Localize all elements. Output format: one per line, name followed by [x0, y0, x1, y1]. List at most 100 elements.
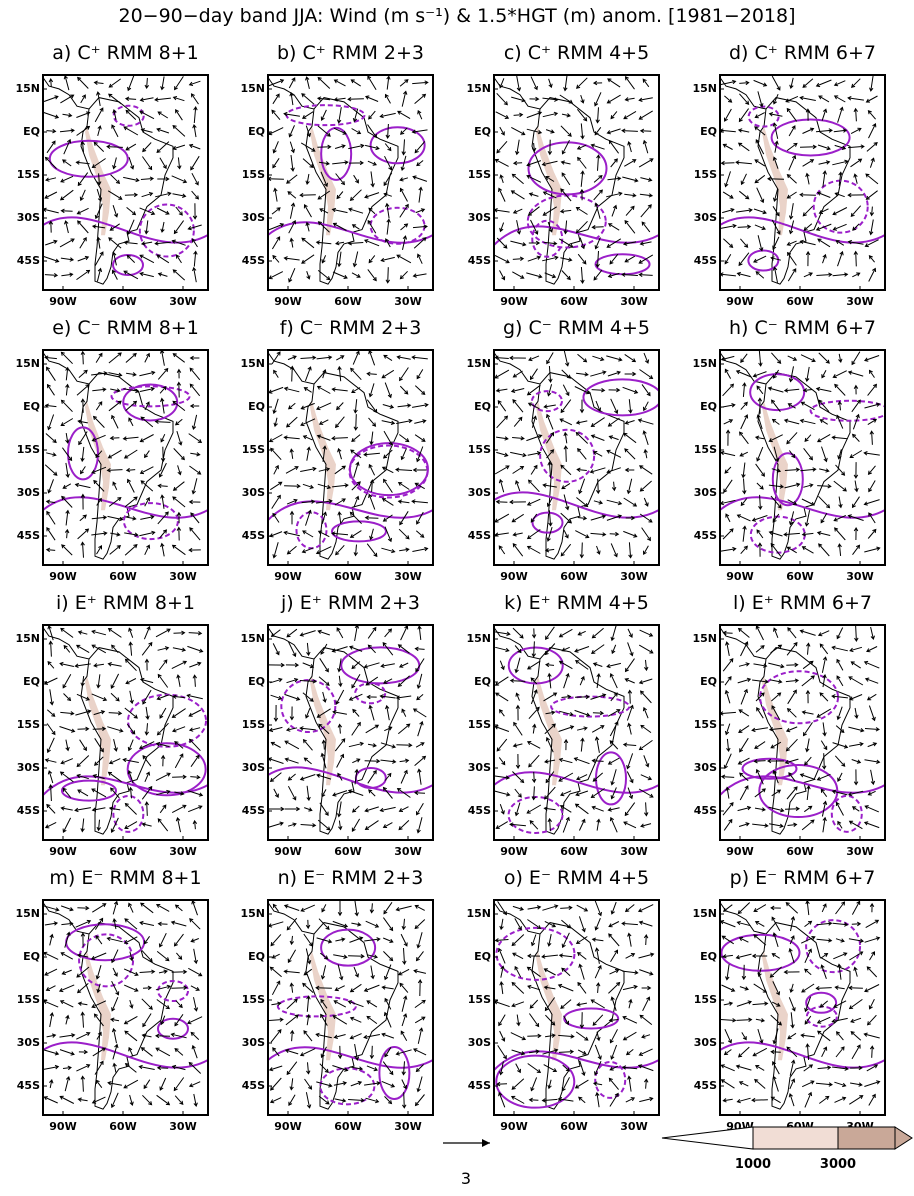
wind-vector: [192, 203, 198, 220]
wind-vector: [720, 79, 737, 86]
wind-vector: [577, 353, 588, 363]
wind-vector: [623, 110, 637, 120]
wind-vector: [399, 385, 409, 395]
wind-vector: [643, 545, 649, 556]
wind-vector: [576, 144, 587, 150]
wind-vector: [306, 446, 311, 461]
wind-vector: [560, 999, 572, 1010]
wind-vector: [108, 400, 122, 412]
wind-vector: [48, 784, 53, 802]
height-contour: [741, 757, 798, 780]
wind-vector: [60, 418, 74, 426]
wind-vector: [818, 352, 830, 364]
wind-vector: [528, 1013, 540, 1028]
wind-vector: [773, 446, 780, 463]
wind-vector: [142, 1013, 152, 1028]
wind-vector: [382, 1061, 394, 1076]
wind-vector: [594, 918, 601, 931]
wind-vector: [576, 1002, 587, 1007]
lon-tick-label: 90W: [49, 295, 76, 308]
wind-vector: [854, 707, 859, 719]
wind-vector: [305, 948, 312, 965]
wind-vector: [558, 725, 575, 732]
wind-vector: [838, 496, 843, 509]
wind-vector: [111, 980, 120, 996]
height-contour: [268, 766, 433, 794]
wind-vector: [139, 434, 154, 443]
wind-vector: [124, 821, 138, 829]
wind-vector: [268, 1065, 283, 1072]
wind-vector: [818, 160, 831, 165]
lon-tick-label: 30W: [394, 1120, 421, 1133]
wind-vector: [543, 1064, 558, 1072]
wind-vector: [334, 1098, 347, 1103]
wind-vector: [819, 419, 828, 425]
wind-vector: [738, 662, 750, 667]
wind-vector: [560, 188, 572, 202]
lon-tick-label: 90W: [49, 845, 76, 858]
wind-vector: [299, 679, 317, 684]
wind-vector: [591, 937, 604, 942]
wind-vector: [753, 663, 768, 668]
wind-vector: [851, 433, 860, 442]
wind-vector: [751, 1097, 768, 1103]
wind-vector: [590, 999, 605, 1009]
wind-vector: [379, 694, 396, 699]
wind-vector: [821, 656, 828, 673]
wind-vector: [157, 511, 169, 525]
wind-vector: [175, 1000, 183, 1009]
wind-vector: [590, 532, 607, 537]
wind-vector: [580, 123, 585, 140]
wind-vector: [527, 1063, 542, 1074]
wind-vector: [336, 107, 342, 124]
wind-vector: [834, 383, 846, 396]
wind-vector: [832, 922, 849, 927]
wind-vector: [188, 80, 201, 86]
wind-vector: [563, 220, 568, 235]
wind-vector: [624, 193, 637, 198]
wind-vector: [187, 790, 204, 797]
wind-vector: [349, 530, 362, 538]
wind-vector: [740, 688, 748, 705]
wind-vector: [725, 429, 731, 446]
lat-tick-label: 45S: [694, 1079, 717, 1092]
wind-vector: [499, 78, 505, 89]
wind-vector: [286, 545, 297, 555]
wind-vector: [110, 1017, 120, 1022]
wind-vector: [595, 107, 600, 124]
wind-vector: [836, 658, 844, 671]
wind-vector: [837, 543, 842, 556]
wind-vector: [560, 125, 572, 137]
wind-vector: [591, 805, 604, 812]
wind-vector: [140, 1047, 153, 1057]
wind-vector: [289, 935, 294, 946]
wind-vector: [545, 431, 555, 444]
wind-vector: [157, 483, 168, 489]
wind-vector: [332, 483, 349, 488]
wind-vector: [305, 76, 310, 90]
wind-vector: [365, 676, 379, 686]
wind-vector: [754, 159, 766, 167]
panel-frame: [493, 899, 660, 1116]
wind-vector: [306, 785, 311, 802]
wind-vector: [640, 724, 652, 734]
wind-vector: [578, 478, 586, 495]
wind-vector: [63, 138, 72, 155]
wind-vector: [111, 1027, 117, 1044]
wind-vector: [350, 367, 362, 381]
wind-vector: [140, 128, 153, 133]
wind-vector: [740, 401, 748, 410]
wind-vector: [159, 157, 167, 170]
wind-vector: [590, 370, 607, 377]
wind-vector: [159, 529, 168, 539]
wind-vector: [412, 175, 428, 182]
wind-vector: [305, 708, 311, 719]
wind-vector: [836, 706, 843, 721]
wind-vector: [416, 803, 424, 816]
wind-vector: [303, 387, 312, 393]
wind-vector: [609, 1029, 618, 1044]
wind-vector: [771, 705, 781, 721]
wind-vector: [273, 788, 279, 798]
wind-vector: [867, 418, 878, 426]
